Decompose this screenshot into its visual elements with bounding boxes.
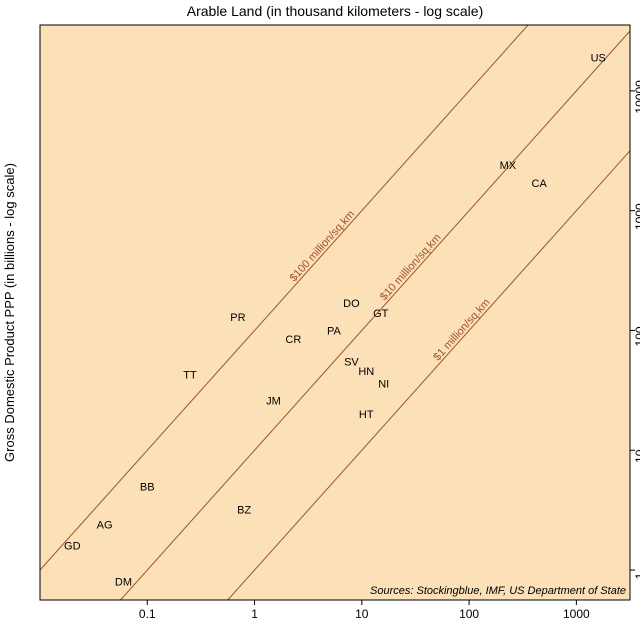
data-point-label: SV <box>344 357 359 369</box>
data-point-label: PA <box>327 325 342 337</box>
data-point-label: TT <box>183 369 197 381</box>
data-point-label: NI <box>378 379 389 391</box>
data-point-label: BZ <box>237 505 251 517</box>
x-tick-label: 100 <box>459 607 479 621</box>
plot-area <box>40 25 630 600</box>
y-tick-label: 1 <box>633 572 640 579</box>
data-point-label: HT <box>359 409 374 421</box>
data-point-label: GT <box>373 308 389 320</box>
data-point-label: DM <box>115 577 132 589</box>
y-tick-label: 100 <box>633 326 640 346</box>
scatter-chart: Arable Land (in thousand kilometers - lo… <box>0 0 640 640</box>
x-tick-label: 10 <box>355 607 369 621</box>
data-point-label: CR <box>285 334 301 346</box>
x-tick-label: 1 <box>251 607 258 621</box>
data-point-label: BB <box>140 481 155 493</box>
y-tick-label: 10 <box>633 449 640 463</box>
data-point-label: JM <box>266 396 281 408</box>
chart-title: Arable Land (in thousand kilometers - lo… <box>187 3 484 19</box>
data-point-label: HN <box>358 366 374 378</box>
y-axis-label: Gross Domestic Product PPP (in billions … <box>2 163 17 462</box>
data-point-label: US <box>591 52 606 64</box>
data-point-label: CA <box>532 178 548 190</box>
y-tick-label: 1000 <box>633 203 640 230</box>
data-point-label: PR <box>230 312 245 324</box>
data-point-label: MX <box>500 160 517 172</box>
data-point-label: GD <box>64 541 81 553</box>
x-tick-label: 0.1 <box>139 607 156 621</box>
data-point-label: AG <box>97 520 113 532</box>
y-tick-label: 10000 <box>633 80 640 114</box>
source-text: Sources: Stockingblue, IMF, US Departmen… <box>370 585 626 597</box>
x-tick-label: 1000 <box>563 607 590 621</box>
data-point-label: DO <box>343 298 360 310</box>
